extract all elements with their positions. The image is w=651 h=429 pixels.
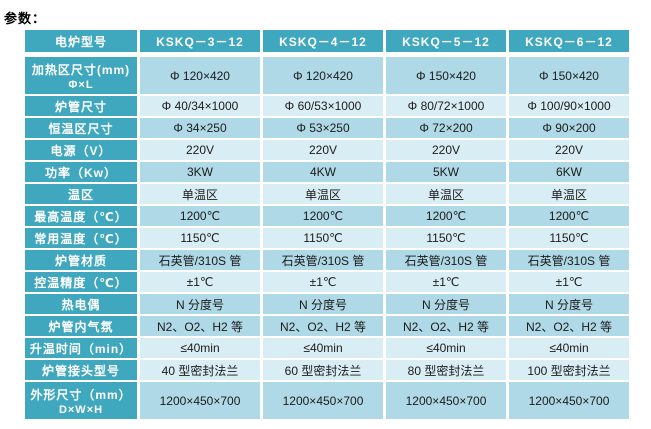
value-cell: ≤40min (140, 338, 260, 358)
value-cell: ≤40min (509, 338, 629, 358)
table-row: 升温时间（min） ≤40min ≤40min ≤40min ≤40min (25, 338, 629, 358)
model-header-cell: KSKQ－4－12 (263, 30, 383, 55)
value-cell: N 分度号 (140, 294, 260, 314)
row-label-cell: 加热区尺寸(mm) Φ×L (25, 57, 137, 94)
value-cell: Φ 120×420 (140, 57, 260, 94)
value-cell: 3KW (140, 162, 260, 182)
row-label-cell: 常用温度（℃） (25, 228, 137, 248)
value-cell: Φ 60/53×1000 (263, 96, 383, 116)
row-label-cell: 最高温度（℃） (25, 206, 137, 226)
value-cell: Φ 90×200 (509, 118, 629, 138)
model-header-cell: KSKQ－3－12 (140, 30, 260, 55)
value-cell: N 分度号 (386, 294, 506, 314)
value-cell: N 分度号 (509, 294, 629, 314)
row-label-cell: 外形尺寸（mm） D×W×H (25, 382, 137, 419)
table-row: 炉管接头型号 40 型密封法兰 60 型密封法兰 80 型密封法兰 100 型密封法兰 (25, 360, 629, 380)
table-row: 电源（V） 220V 220V 220V 220V (25, 140, 629, 160)
value-cell: Φ 120×420 (263, 57, 383, 94)
value-cell: 6KW (509, 162, 629, 182)
value-cell: 单温区 (140, 184, 260, 204)
row-label-cell: 电源（V） (25, 140, 137, 160)
table-row: 外形尺寸（mm） D×W×H 1200×450×700 1200×450×700 120… (25, 382, 629, 419)
value-cell: N2、O2、H2 等 (140, 316, 260, 336)
row-label-cell: 控温精度（℃） (25, 272, 137, 292)
value-cell: 石英管/310S 管 (140, 250, 260, 270)
table-row: 加热区尺寸(mm) Φ×L Φ 120×420 Φ 120×420 Φ 150×420 Φ… (25, 57, 629, 94)
value-cell: 220V (263, 140, 383, 160)
value-cell: 100 型密封法兰 (509, 360, 629, 380)
value-cell: ±1℃ (263, 272, 383, 292)
model-header-cell: KSKQ－5－12 (386, 30, 506, 55)
value-cell: 1200×450×700 (509, 382, 629, 419)
value-cell: 220V (140, 140, 260, 160)
value-cell: Φ 34×250 (140, 118, 260, 138)
value-cell: 220V (509, 140, 629, 160)
value-cell: 220V (386, 140, 506, 160)
value-cell: Φ 150×420 (386, 57, 506, 94)
value-cell: ±1℃ (386, 272, 506, 292)
value-cell: 1200×450×700 (386, 382, 506, 419)
value-cell: 1200℃ (386, 206, 506, 226)
value-cell: ≤40min (263, 338, 383, 358)
value-cell: 5KW (386, 162, 506, 182)
table-row: 温区 单温区 单温区 单温区 单温区 (25, 184, 629, 204)
value-cell: Φ 100/90×1000 (509, 96, 629, 116)
value-cell: N2、O2、H2 等 (509, 316, 629, 336)
value-cell: ≤40min (386, 338, 506, 358)
row-label-cell: 功率（Kw） (25, 162, 137, 182)
value-cell: 单温区 (509, 184, 629, 204)
value-cell: 1150℃ (509, 228, 629, 248)
table-row: 控温精度（℃） ±1℃ ±1℃ ±1℃ ±1℃ (25, 272, 629, 292)
table-row: 恒温区尺寸 Φ 34×250 Φ 53×250 Φ 72×200 Φ 90×200 (25, 118, 629, 138)
value-cell: 1200×450×700 (140, 382, 260, 419)
value-cell: 1200×450×700 (263, 382, 383, 419)
value-cell: 1200℃ (263, 206, 383, 226)
table-row: 热电偶 N 分度号 N 分度号 N 分度号 N 分度号 (25, 294, 629, 314)
corner-header-cell: 电炉型号 (25, 30, 137, 55)
row-label-cell: 升温时间（min） (25, 338, 137, 358)
value-cell: 4KW (263, 162, 383, 182)
page-title: 参数： (4, 11, 47, 26)
value-cell: 石英管/310S 管 (263, 250, 383, 270)
model-header-cell: KSKQ－6－12 (509, 30, 629, 55)
table-row: 功率（Kw） 3KW 4KW 5KW 6KW (25, 162, 629, 182)
table-row: 炉管尺寸 Φ 40/34×1000 Φ 60/53×1000 Φ 80/72×1000… (25, 96, 629, 116)
value-cell: Φ 80/72×1000 (386, 96, 506, 116)
row-label-cell: 热电偶 (25, 294, 137, 314)
value-cell: Φ 40/34×1000 (140, 96, 260, 116)
row-label-cell: 炉管内气氛 (25, 316, 137, 336)
value-cell: N 分度号 (263, 294, 383, 314)
value-cell: Φ 72×200 (386, 118, 506, 138)
value-cell: 1200℃ (509, 206, 629, 226)
value-cell: ±1℃ (509, 272, 629, 292)
table-row: 炉管内气氛 N2、O2、H2 等 N2、O2、H2 等 N2、O2、H2 等 N2、O2… (25, 316, 629, 336)
value-cell: N2、O2、H2 等 (263, 316, 383, 336)
table-row: 最高温度（℃） 1200℃ 1200℃ 1200℃ 1200℃ (25, 206, 629, 226)
row-label-cell: 炉管材质 (25, 250, 137, 270)
value-cell: 石英管/310S 管 (509, 250, 629, 270)
value-cell: 60 型密封法兰 (263, 360, 383, 380)
value-cell: 1150℃ (386, 228, 506, 248)
table-header-row: 电炉型号 KSKQ－3－12 KSKQ－4－12 KSKQ－5－12 KSKQ－6－12 (25, 30, 629, 55)
row-label-cell: 恒温区尺寸 (25, 118, 137, 138)
table-body: 加热区尺寸(mm) Φ×L Φ 120×420 Φ 120×420 Φ 150×420 Φ… (25, 57, 629, 419)
value-cell: 单温区 (386, 184, 506, 204)
value-cell: Φ 150×420 (509, 57, 629, 94)
value-cell: 80 型密封法兰 (386, 360, 506, 380)
value-cell: Φ 53×250 (263, 118, 383, 138)
value-cell: N2、O2、H2 等 (386, 316, 506, 336)
table-row: 炉管材质 石英管/310S 管石英管/310S 管石英管/310S 管石英管/31… (25, 250, 629, 270)
value-cell: 1200℃ (140, 206, 260, 226)
row-label-cell: 炉管尺寸 (25, 96, 137, 116)
table-row: 常用温度（℃） 1150℃ 1150℃ 1150℃ 1150℃ (25, 228, 629, 248)
value-cell: 石英管/310S 管 (386, 250, 506, 270)
value-cell: 1150℃ (140, 228, 260, 248)
value-cell: 40 型密封法兰 (140, 360, 260, 380)
row-label-cell: 炉管接头型号 (25, 360, 137, 380)
row-label-cell: 温区 (25, 184, 137, 204)
value-cell: ±1℃ (140, 272, 260, 292)
spec-table: 电炉型号 KSKQ－3－12 KSKQ－4－12 KSKQ－5－12 KSKQ－6－12… (22, 28, 632, 421)
value-cell: 1150℃ (263, 228, 383, 248)
value-cell: 单温区 (263, 184, 383, 204)
